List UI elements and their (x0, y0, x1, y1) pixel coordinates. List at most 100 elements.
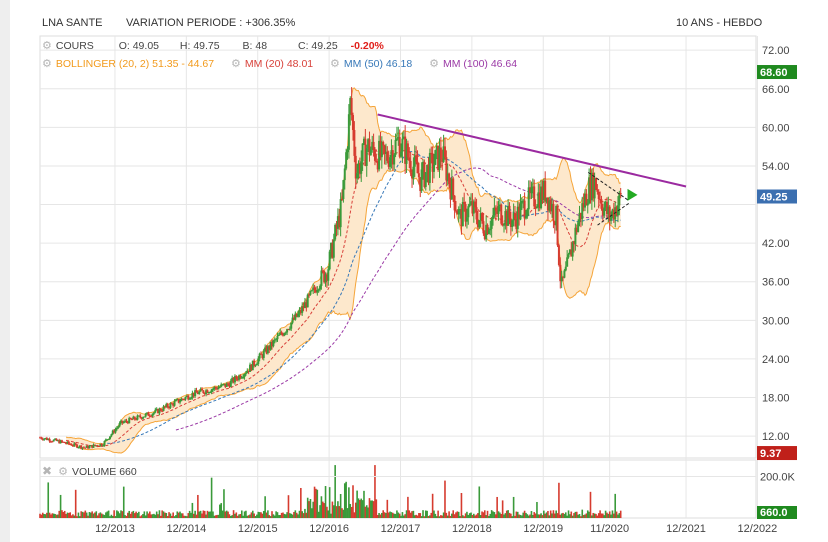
volume-bar (512, 496, 515, 518)
candle-body (187, 395, 190, 400)
candle-body (247, 370, 250, 372)
volume-bar (401, 512, 404, 518)
volume-bar (55, 514, 58, 518)
volume-bar (562, 512, 564, 518)
x-tick-label: 12/2013 (95, 523, 135, 535)
candle-body (540, 186, 543, 209)
volume-bar (216, 514, 218, 518)
volume-bar (208, 511, 210, 518)
volume-bar (515, 511, 518, 518)
candle-body (139, 415, 142, 418)
candle-body (607, 206, 610, 215)
volume-bar (586, 510, 589, 518)
volume-bar (392, 512, 394, 518)
volume-bar (571, 515, 574, 518)
volume-last-tag: 660.0 (760, 507, 788, 519)
candle-body (111, 430, 114, 435)
volume-bar (116, 510, 118, 518)
volume-bar (611, 510, 614, 518)
volume-bar (424, 510, 427, 518)
gear-icon[interactable]: ⚙ (429, 58, 439, 70)
volume-bar (221, 510, 224, 518)
volume-bar (602, 513, 604, 518)
volume-bar (232, 510, 235, 518)
volume-bar (63, 510, 66, 518)
volume-bar (187, 513, 190, 518)
candle-body (599, 199, 602, 201)
x-tick-label: 12/2022 (738, 523, 778, 535)
candle-body (437, 145, 440, 171)
volume-bar (65, 513, 67, 518)
volume-bar (420, 516, 423, 518)
candle-body (173, 401, 176, 406)
mm50-label: MM (50) 46.18 (343, 58, 413, 70)
volume-bar (319, 505, 321, 518)
volume-bar (128, 510, 131, 518)
candle-body (478, 220, 481, 228)
candle-body (362, 138, 365, 144)
candle-body (249, 364, 252, 372)
candle-body (257, 358, 260, 364)
candle-body (191, 393, 194, 398)
candle-body (445, 157, 448, 181)
volume-bar (331, 501, 334, 518)
volume-bar (350, 506, 353, 518)
volume-bar (415, 514, 417, 518)
y-tick-label: 42.00 (762, 238, 790, 250)
gear-icon[interactable]: ⚙ (42, 58, 52, 70)
volume-bar (96, 515, 99, 518)
candle-body (225, 383, 228, 387)
candle-body (475, 207, 478, 220)
candle-body (416, 161, 419, 174)
candle-body (306, 294, 309, 308)
candles (39, 87, 622, 450)
volume-bar (245, 510, 247, 518)
candle-body (551, 203, 554, 212)
volume-bar (297, 514, 299, 518)
candle-body (371, 141, 374, 150)
volume-bar (72, 514, 74, 518)
candle-body (261, 354, 264, 358)
volume-bar (363, 490, 365, 518)
candle-body (346, 149, 349, 153)
volume-bar (371, 500, 374, 518)
volume-bar (230, 515, 232, 518)
volume-bar (563, 513, 566, 518)
volume-bar (43, 513, 45, 518)
gear-icon[interactable]: ⚙ (330, 58, 340, 70)
gear-icon[interactable]: ⚙ (42, 40, 52, 52)
gear-icon[interactable]: ⚙ (58, 466, 68, 478)
volume-bar (246, 515, 249, 518)
volume-bar (52, 513, 55, 518)
volume-bar (387, 512, 390, 518)
candle-body (251, 360, 254, 371)
volume-bar (456, 511, 459, 518)
volume-bar (309, 499, 312, 518)
candle-body (519, 203, 522, 220)
volume-bar (474, 515, 476, 518)
volume-bar (165, 512, 168, 518)
close-icon[interactable]: ✖ (42, 464, 53, 478)
candle-body (232, 377, 235, 383)
volume-bar (464, 513, 467, 518)
volume-bar (298, 510, 301, 518)
candle-body (386, 152, 389, 161)
candle-body (320, 270, 323, 286)
candle-body (198, 391, 201, 395)
volume-bar (356, 490, 358, 518)
gear-icon[interactable]: ⚙ (230, 58, 241, 70)
volume-bar (161, 510, 163, 518)
volume-bar (567, 510, 570, 518)
candle-body (48, 438, 51, 442)
timeframe-selector[interactable]: 10 ANS - HEBDO (676, 17, 763, 29)
volume-bar (437, 510, 439, 518)
candle-body (461, 201, 464, 227)
volume-bar (103, 514, 106, 518)
candle-body (302, 306, 305, 309)
volume-bar (99, 512, 102, 518)
candle-body (73, 443, 76, 446)
volume-bar (117, 511, 120, 518)
candle-body (523, 200, 526, 219)
volume-bar (191, 502, 194, 518)
